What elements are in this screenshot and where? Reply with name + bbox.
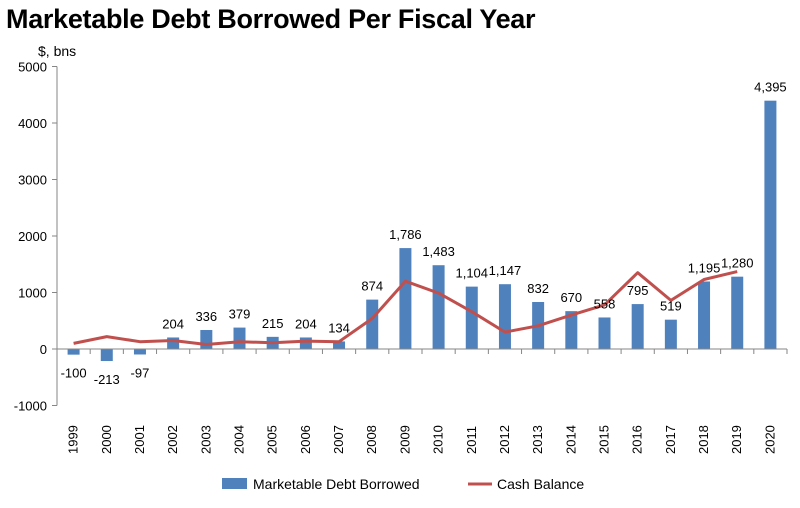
data-label: 1,195 (688, 260, 721, 275)
data-label: -100 (61, 366, 87, 381)
x-tick-label: 2007 (331, 425, 346, 454)
data-label: 215 (262, 316, 284, 331)
data-label: 874 (361, 279, 383, 294)
bar-2014 (565, 311, 578, 349)
x-tick-label: 2010 (431, 425, 446, 454)
data-label: 204 (295, 316, 317, 331)
x-tick-label: 2003 (198, 425, 213, 454)
bar-2015 (598, 317, 611, 349)
legend: Marketable Debt Borrowed Cash Balance (222, 476, 584, 492)
data-label: 558 (594, 296, 616, 311)
data-label: 1,483 (422, 244, 455, 259)
x-tick-label: 2015 (597, 425, 612, 454)
y-axis: -1000 0 1000 2000 3000 4000 5000 (14, 60, 58, 414)
legend-label-cash-balance: Cash Balance (497, 476, 584, 492)
bar-2012 (498, 284, 511, 349)
y-tick-label: 0 (40, 342, 47, 357)
x-tick-label: 2004 (232, 425, 247, 454)
chart-title: Marketable Debt Borrowed Per Fiscal Year (6, 4, 536, 34)
data-label: 4,395 (754, 80, 787, 95)
x-tick-label: 2020 (762, 425, 777, 454)
y-tick-label: 1000 (18, 286, 47, 301)
data-labels: -100 -213 -97 204 336 379 215 204 134 874 1,7861,4… (61, 80, 787, 387)
x-tick-label: 2009 (397, 425, 412, 454)
bar-2009 (399, 248, 412, 349)
data-label: 134 (328, 320, 350, 335)
bar-2020 (764, 100, 777, 350)
data-label: 379 (229, 307, 251, 322)
x-tick-label: 2014 (563, 425, 578, 454)
data-label: 1,786 (389, 227, 422, 242)
legend-swatch-marketable-debt (222, 478, 247, 489)
bar-2001 (133, 349, 146, 355)
x-axis: 1999 2000 2001 2002 2003 2004 2005 2006 2007 2008… (56, 348, 788, 454)
bar-2011 (465, 286, 478, 349)
x-tick-label: 2017 (663, 425, 678, 454)
data-label: 204 (162, 316, 184, 331)
data-label: 670 (560, 290, 582, 305)
bar-2017 (664, 319, 677, 349)
bar-2002 (167, 337, 180, 349)
bar-series (67, 100, 777, 362)
data-label: -213 (94, 372, 120, 387)
x-tick-label: 2012 (497, 425, 512, 454)
bar-2003 (200, 330, 213, 349)
data-label: 336 (195, 309, 217, 324)
x-tick-label: 2002 (165, 425, 180, 454)
x-tick-label: 2018 (696, 425, 711, 454)
cash-balance-line (73, 270, 738, 346)
data-label: 1,147 (489, 263, 522, 278)
line-series (73, 270, 738, 346)
y-tick-label: 2000 (18, 229, 47, 244)
x-tick-label: 2001 (132, 425, 147, 454)
bar-2007 (333, 341, 346, 349)
data-label: 519 (660, 299, 682, 314)
x-tick-label: 1999 (66, 425, 81, 454)
bar-2016 (631, 304, 644, 349)
bar-2019 (731, 276, 744, 349)
bar-2000 (100, 349, 113, 362)
y-axis-unit-label: $, bns (38, 43, 77, 59)
x-tick-label: 2005 (265, 425, 280, 454)
data-label: 795 (627, 283, 649, 298)
data-label: 1,104 (455, 266, 488, 281)
bar-2004 (233, 327, 246, 349)
data-label: 1,280 (721, 256, 754, 271)
y-tick-label: 5000 (18, 60, 47, 75)
x-tick-label: 2011 (464, 426, 479, 454)
x-tick-label: 2013 (530, 425, 545, 454)
y-tick-label: 4000 (18, 116, 47, 131)
y-tick-label: -1000 (14, 399, 47, 414)
x-tick-label: 2016 (630, 425, 645, 454)
x-tick-label: 2000 (99, 425, 114, 454)
y-tick-label: 3000 (18, 173, 47, 188)
data-label: 832 (527, 281, 549, 296)
data-label: -97 (131, 365, 150, 380)
x-tick-label: 2008 (364, 425, 379, 454)
x-tick-label: 2019 (729, 425, 744, 454)
x-tick-label: 2006 (298, 425, 313, 454)
bar-2006 (299, 337, 312, 349)
bar-2010 (432, 265, 445, 349)
legend-label-marketable-debt: Marketable Debt Borrowed (253, 476, 420, 492)
bar-1999 (67, 349, 80, 355)
bar-2018 (698, 281, 711, 349)
bar-2008 (366, 299, 379, 349)
